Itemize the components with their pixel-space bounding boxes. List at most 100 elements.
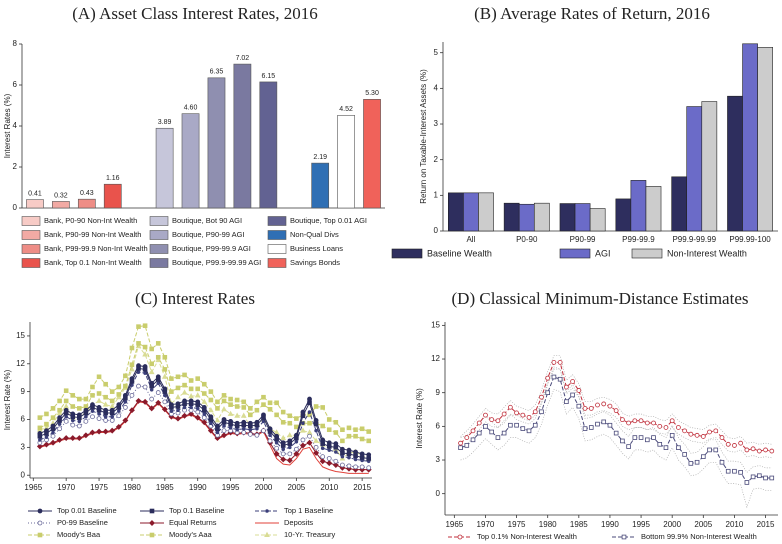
x-tick-label: 1980 — [123, 483, 141, 492]
point — [294, 439, 299, 444]
point — [188, 393, 195, 399]
point — [227, 410, 234, 416]
bar — [311, 162, 330, 209]
point — [366, 465, 372, 471]
point — [63, 407, 69, 413]
point — [340, 446, 345, 452]
point — [353, 457, 358, 462]
bar — [757, 47, 773, 232]
x-tick-label: 1990 — [189, 483, 207, 492]
point — [353, 449, 358, 455]
x-tick-label: 1970 — [57, 483, 75, 492]
point — [346, 447, 352, 453]
point — [63, 388, 69, 394]
legend-swatch — [559, 248, 591, 259]
point — [287, 451, 293, 457]
legend-swatch — [149, 216, 169, 226]
point — [744, 447, 750, 453]
point — [37, 425, 43, 431]
point — [149, 387, 154, 392]
point — [701, 454, 706, 459]
series-line — [39, 345, 369, 460]
point — [366, 438, 372, 444]
value-label: 7.02 — [236, 55, 250, 62]
y-tick-label: 0 — [21, 470, 26, 479]
legend-label: Top 1 Baseline — [284, 506, 333, 515]
point — [657, 442, 663, 447]
legend-label: Top 0.1 Baseline — [169, 506, 224, 515]
point — [64, 414, 68, 419]
point — [576, 403, 582, 409]
point — [70, 404, 76, 409]
point — [607, 403, 613, 409]
point — [175, 401, 181, 407]
legend-label: Boutique, P99-99.9 AGI — [172, 244, 251, 253]
point — [638, 418, 644, 424]
point — [334, 450, 338, 454]
point — [116, 384, 122, 390]
point — [109, 427, 116, 434]
point — [142, 323, 148, 329]
point — [195, 406, 200, 411]
point — [161, 406, 168, 413]
point — [155, 354, 161, 360]
point — [175, 415, 181, 422]
point — [90, 402, 95, 408]
y-tick-label: 2 — [434, 155, 439, 164]
point — [169, 376, 174, 381]
y-tick-label: 12 — [431, 354, 440, 363]
point — [756, 448, 762, 454]
point — [564, 399, 569, 404]
point — [188, 378, 194, 383]
series-line — [39, 385, 369, 469]
value-label: 6.35 — [210, 69, 224, 76]
point — [116, 413, 122, 419]
series-line — [39, 325, 369, 433]
legend-label: Moody's Aaa — [169, 530, 213, 539]
point — [63, 435, 70, 442]
point — [557, 359, 563, 365]
legend-marker — [457, 534, 463, 540]
point — [44, 435, 49, 439]
point — [620, 438, 625, 444]
point — [501, 430, 507, 436]
point — [148, 368, 155, 375]
chart-title: (B) Average Rates of Return, 2016 — [474, 4, 710, 23]
point — [96, 397, 102, 403]
point — [76, 423, 82, 429]
legend-label: Non-Qual Divs — [290, 230, 339, 239]
point — [182, 382, 187, 388]
point — [77, 396, 82, 402]
point — [470, 437, 476, 443]
point — [175, 385, 181, 391]
point — [551, 359, 557, 365]
point — [57, 426, 62, 432]
point — [682, 452, 687, 457]
point — [215, 406, 220, 411]
point — [36, 443, 43, 450]
y-tick-label: 15 — [16, 331, 25, 340]
point — [247, 420, 253, 426]
point — [470, 428, 476, 434]
point — [149, 380, 155, 386]
point — [694, 432, 700, 438]
point — [63, 398, 69, 404]
bar — [559, 203, 576, 232]
point — [254, 407, 260, 413]
bar — [26, 199, 44, 209]
point — [307, 396, 312, 402]
legend-label: AGI — [595, 248, 611, 258]
point — [366, 429, 372, 434]
point — [501, 411, 507, 417]
point — [347, 455, 351, 460]
point — [532, 409, 538, 415]
y-tick-label: 2 — [13, 162, 18, 171]
point — [103, 381, 108, 387]
point — [241, 419, 247, 425]
point — [215, 423, 220, 429]
value-label: 2.19 — [313, 154, 327, 161]
point — [215, 399, 220, 405]
x-tick-label: 2000 — [663, 520, 681, 529]
point — [545, 390, 551, 395]
point — [489, 429, 494, 435]
